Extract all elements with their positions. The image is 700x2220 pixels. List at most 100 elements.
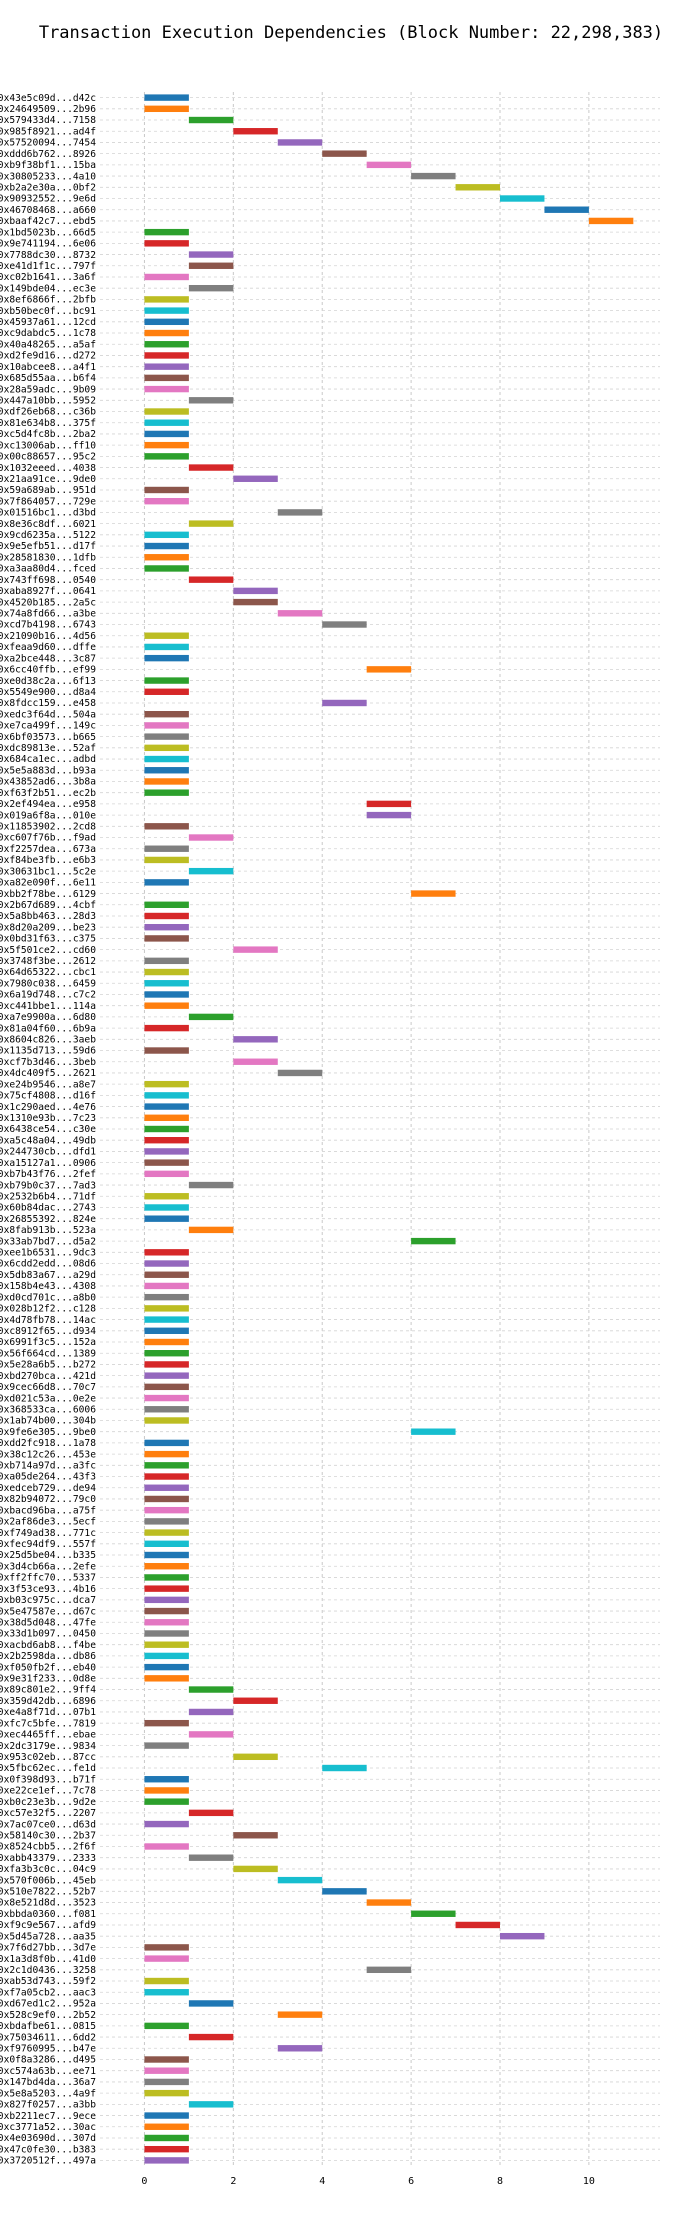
y-tick-label: 0xd2fe9d16...d272 xyxy=(0,351,96,362)
transaction-bar xyxy=(144,2134,189,2142)
transaction-bar xyxy=(144,1293,189,1301)
y-tick-label: 0xb7b43f76...2fef xyxy=(0,1169,96,1180)
y-tick-label: 0x6bf03573...b665 xyxy=(0,732,96,743)
y-tick-label: 0x45937a61...12cd xyxy=(0,317,96,328)
y-tick-label: 0x30631bc1...5c2e xyxy=(0,866,96,877)
transaction-bar xyxy=(144,2067,189,2074)
y-tick-label: 0x953c02eb...87cc xyxy=(0,1752,96,1763)
y-tick-label: 0xf84be3fb...e6b3 xyxy=(0,855,96,866)
y-tick-label: 0x5e5a883d...b93a xyxy=(0,765,96,776)
y-tick-label: 0x5f501ce2...cd60 xyxy=(0,945,96,956)
y-tick-label: 0xfc7c5bfe...7819 xyxy=(0,1718,96,1729)
y-tick-label: 0x6cdd2edd...08d6 xyxy=(0,1259,96,1270)
y-tick-label: 0xbaaf42c7...ebd5 xyxy=(0,216,96,227)
transaction-bar xyxy=(188,116,234,124)
transaction-bar xyxy=(144,1596,189,1604)
y-tick-label: 0xf7a05cb2...aac3 xyxy=(0,1987,96,1998)
transaction-bar xyxy=(188,1809,234,1817)
transaction-bar xyxy=(144,94,189,101)
transaction-bar xyxy=(144,1675,189,1682)
transaction-bar xyxy=(544,206,589,213)
y-tick-label: 0xb9f38bf1...15ba xyxy=(0,160,96,171)
transaction-bar xyxy=(144,497,189,505)
y-tick-label: 0xabb43379...2333 xyxy=(0,1853,96,1864)
transaction-bar xyxy=(188,1854,234,1861)
y-tick-label: 0x8d20a209...be23 xyxy=(0,922,96,933)
y-tick-label: 0x158b4e43...4308 xyxy=(0,1281,96,1292)
chart-title: Transaction Execution Dependencies (Bloc… xyxy=(39,23,663,43)
transaction-bar xyxy=(188,1686,234,1693)
transaction-bar xyxy=(233,1753,278,1761)
y-tick-label: 0x827f0257...a3bb xyxy=(0,2100,96,2111)
y-tick-label: 0x1310e93b...7c23 xyxy=(0,1113,96,1124)
transaction-bar xyxy=(277,509,323,516)
transaction-bar xyxy=(322,1764,367,1772)
y-tick-label: 0x6438ce54...c30e xyxy=(0,1124,96,1135)
y-tick-label: 0x684ca1ec...adbd xyxy=(0,754,96,765)
transaction-bar xyxy=(188,1708,234,1716)
y-tick-label: 0x028b12f2...c128 xyxy=(0,1304,96,1315)
y-tick-label: 0xa82e090f...6e11 xyxy=(0,878,96,889)
transaction-bar xyxy=(322,1888,367,1895)
transaction-bar xyxy=(322,150,367,157)
x-tick-label: 10 xyxy=(583,2176,595,2187)
transaction-bar xyxy=(277,2011,323,2018)
y-tick-label: 0xdd2fc918...1a78 xyxy=(0,1438,96,1449)
transaction-bar xyxy=(144,1439,189,1447)
transaction-bar xyxy=(144,385,189,393)
transaction-bar xyxy=(188,834,234,841)
y-tick-label: 0xbbda0360...f081 xyxy=(0,1909,96,1920)
y-tick-label: 0xc13006ab...ff10 xyxy=(0,440,96,451)
y-tick-label: 0x43e5c09d...d42c xyxy=(0,93,96,104)
y-tick-label: 0xfeaa9d60...dffe xyxy=(0,642,96,653)
transaction-bar xyxy=(366,161,412,169)
transaction-bar xyxy=(144,1282,189,1290)
y-tick-label: 0x8604c826...3aeb xyxy=(0,1035,96,1046)
transaction-bar xyxy=(144,441,189,449)
transaction-bar xyxy=(366,800,412,808)
y-tick-label: 0xf9c9e567...afd9 xyxy=(0,1920,96,1931)
y-tick-label: 0x1bd5023b...66d5 xyxy=(0,227,96,238)
y-tick-label: 0x43852ad6...3b8a xyxy=(0,777,96,788)
y-tick-label: 0x528c9ef0...2b52 xyxy=(0,2010,96,2021)
y-tick-label: 0x7788dc30...8732 xyxy=(0,250,96,261)
y-tick-label: 0x57520094...7454 xyxy=(0,138,96,149)
transaction-bar xyxy=(500,195,545,202)
y-tick-label: 0x00c88657...95c2 xyxy=(0,452,96,463)
transaction-bar xyxy=(144,1260,189,1267)
y-tick-label: 0xa5c48a04...49db xyxy=(0,1135,96,1146)
transaction-bar xyxy=(144,632,189,639)
y-tick-label: 0x9e741194...6e06 xyxy=(0,239,96,250)
y-tick-label: 0xfa3b3c0c...04c9 xyxy=(0,1864,96,1875)
transaction-bar xyxy=(366,811,412,819)
y-tick-label: 0x25d5be04...b335 xyxy=(0,1550,96,1561)
transaction-bar xyxy=(233,1058,278,1065)
transaction-bar xyxy=(144,542,189,550)
y-tick-label: 0x019a6f8a...010e xyxy=(0,810,96,821)
transaction-bar xyxy=(144,531,189,539)
y-tick-label: 0x1c290aed...4e76 xyxy=(0,1102,96,1113)
y-tick-label: 0xa2bce448...3c87 xyxy=(0,653,96,664)
transaction-bar xyxy=(144,318,189,326)
y-tick-label: 0xb03c975c...dca7 xyxy=(0,1595,96,1606)
transaction-bar xyxy=(188,251,234,258)
transaction-bar xyxy=(144,1776,189,1783)
transaction-bar xyxy=(144,430,189,438)
y-tick-label: 0xb2a2e30a...0bf2 xyxy=(0,182,96,193)
transaction-bar xyxy=(144,1215,189,1222)
transaction-bar xyxy=(144,688,189,695)
y-tick-labels: 0x43e5c09d...d42c0x24649509...2b960x5794… xyxy=(0,93,96,2167)
transaction-bar xyxy=(144,1383,189,1391)
y-tick-label: 0xa3aa80d4...fced xyxy=(0,564,96,575)
transaction-bar xyxy=(144,1350,189,1357)
transaction-bar xyxy=(411,172,456,180)
y-tick-label: 0xcf7b3d46...3beb xyxy=(0,1057,96,1068)
transaction-bar xyxy=(144,296,189,303)
transaction-bar xyxy=(144,453,189,460)
grid-lines xyxy=(100,92,660,2166)
y-tick-label: 0x579433d4...7158 xyxy=(0,115,96,126)
y-tick-label: 0x24649509...2b96 xyxy=(0,104,96,115)
y-tick-label: 0xbacd96ba...a75f xyxy=(0,1505,96,1516)
y-tick-label: 0x4e03690d...307d xyxy=(0,2133,96,2144)
y-tick-label: 0xd021c53a...0e2e xyxy=(0,1393,96,1404)
